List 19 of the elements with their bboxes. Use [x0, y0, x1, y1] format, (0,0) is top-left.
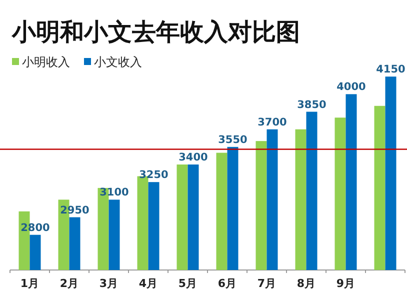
legend-label: 小文收入: [94, 55, 142, 69]
x-tick-label: 7月: [257, 277, 276, 290]
x-tick-label: 2月: [60, 277, 79, 290]
data-label: 3700: [258, 116, 287, 128]
x-tick-label: 4月: [138, 277, 158, 290]
legend-label: 小明收入: [22, 55, 70, 69]
chart-title: 小明和小文去年收入对比图: [11, 18, 300, 46]
x-tick-label: 3月: [99, 277, 118, 290]
data-label: 3400: [178, 152, 208, 164]
data-label: 4150: [376, 64, 406, 76]
x-tick-label: 9月: [336, 277, 356, 290]
data-label: 3550: [218, 134, 248, 146]
x-tick-label: 5月: [178, 277, 198, 290]
x-tick-label: 6月: [218, 277, 237, 290]
x-tick-label: 1月: [20, 277, 40, 290]
data-label: 3250: [139, 169, 168, 182]
x-tick-label: 8月: [296, 277, 316, 290]
data-label: 4000: [336, 81, 366, 94]
data-label: 3850: [297, 98, 326, 111]
